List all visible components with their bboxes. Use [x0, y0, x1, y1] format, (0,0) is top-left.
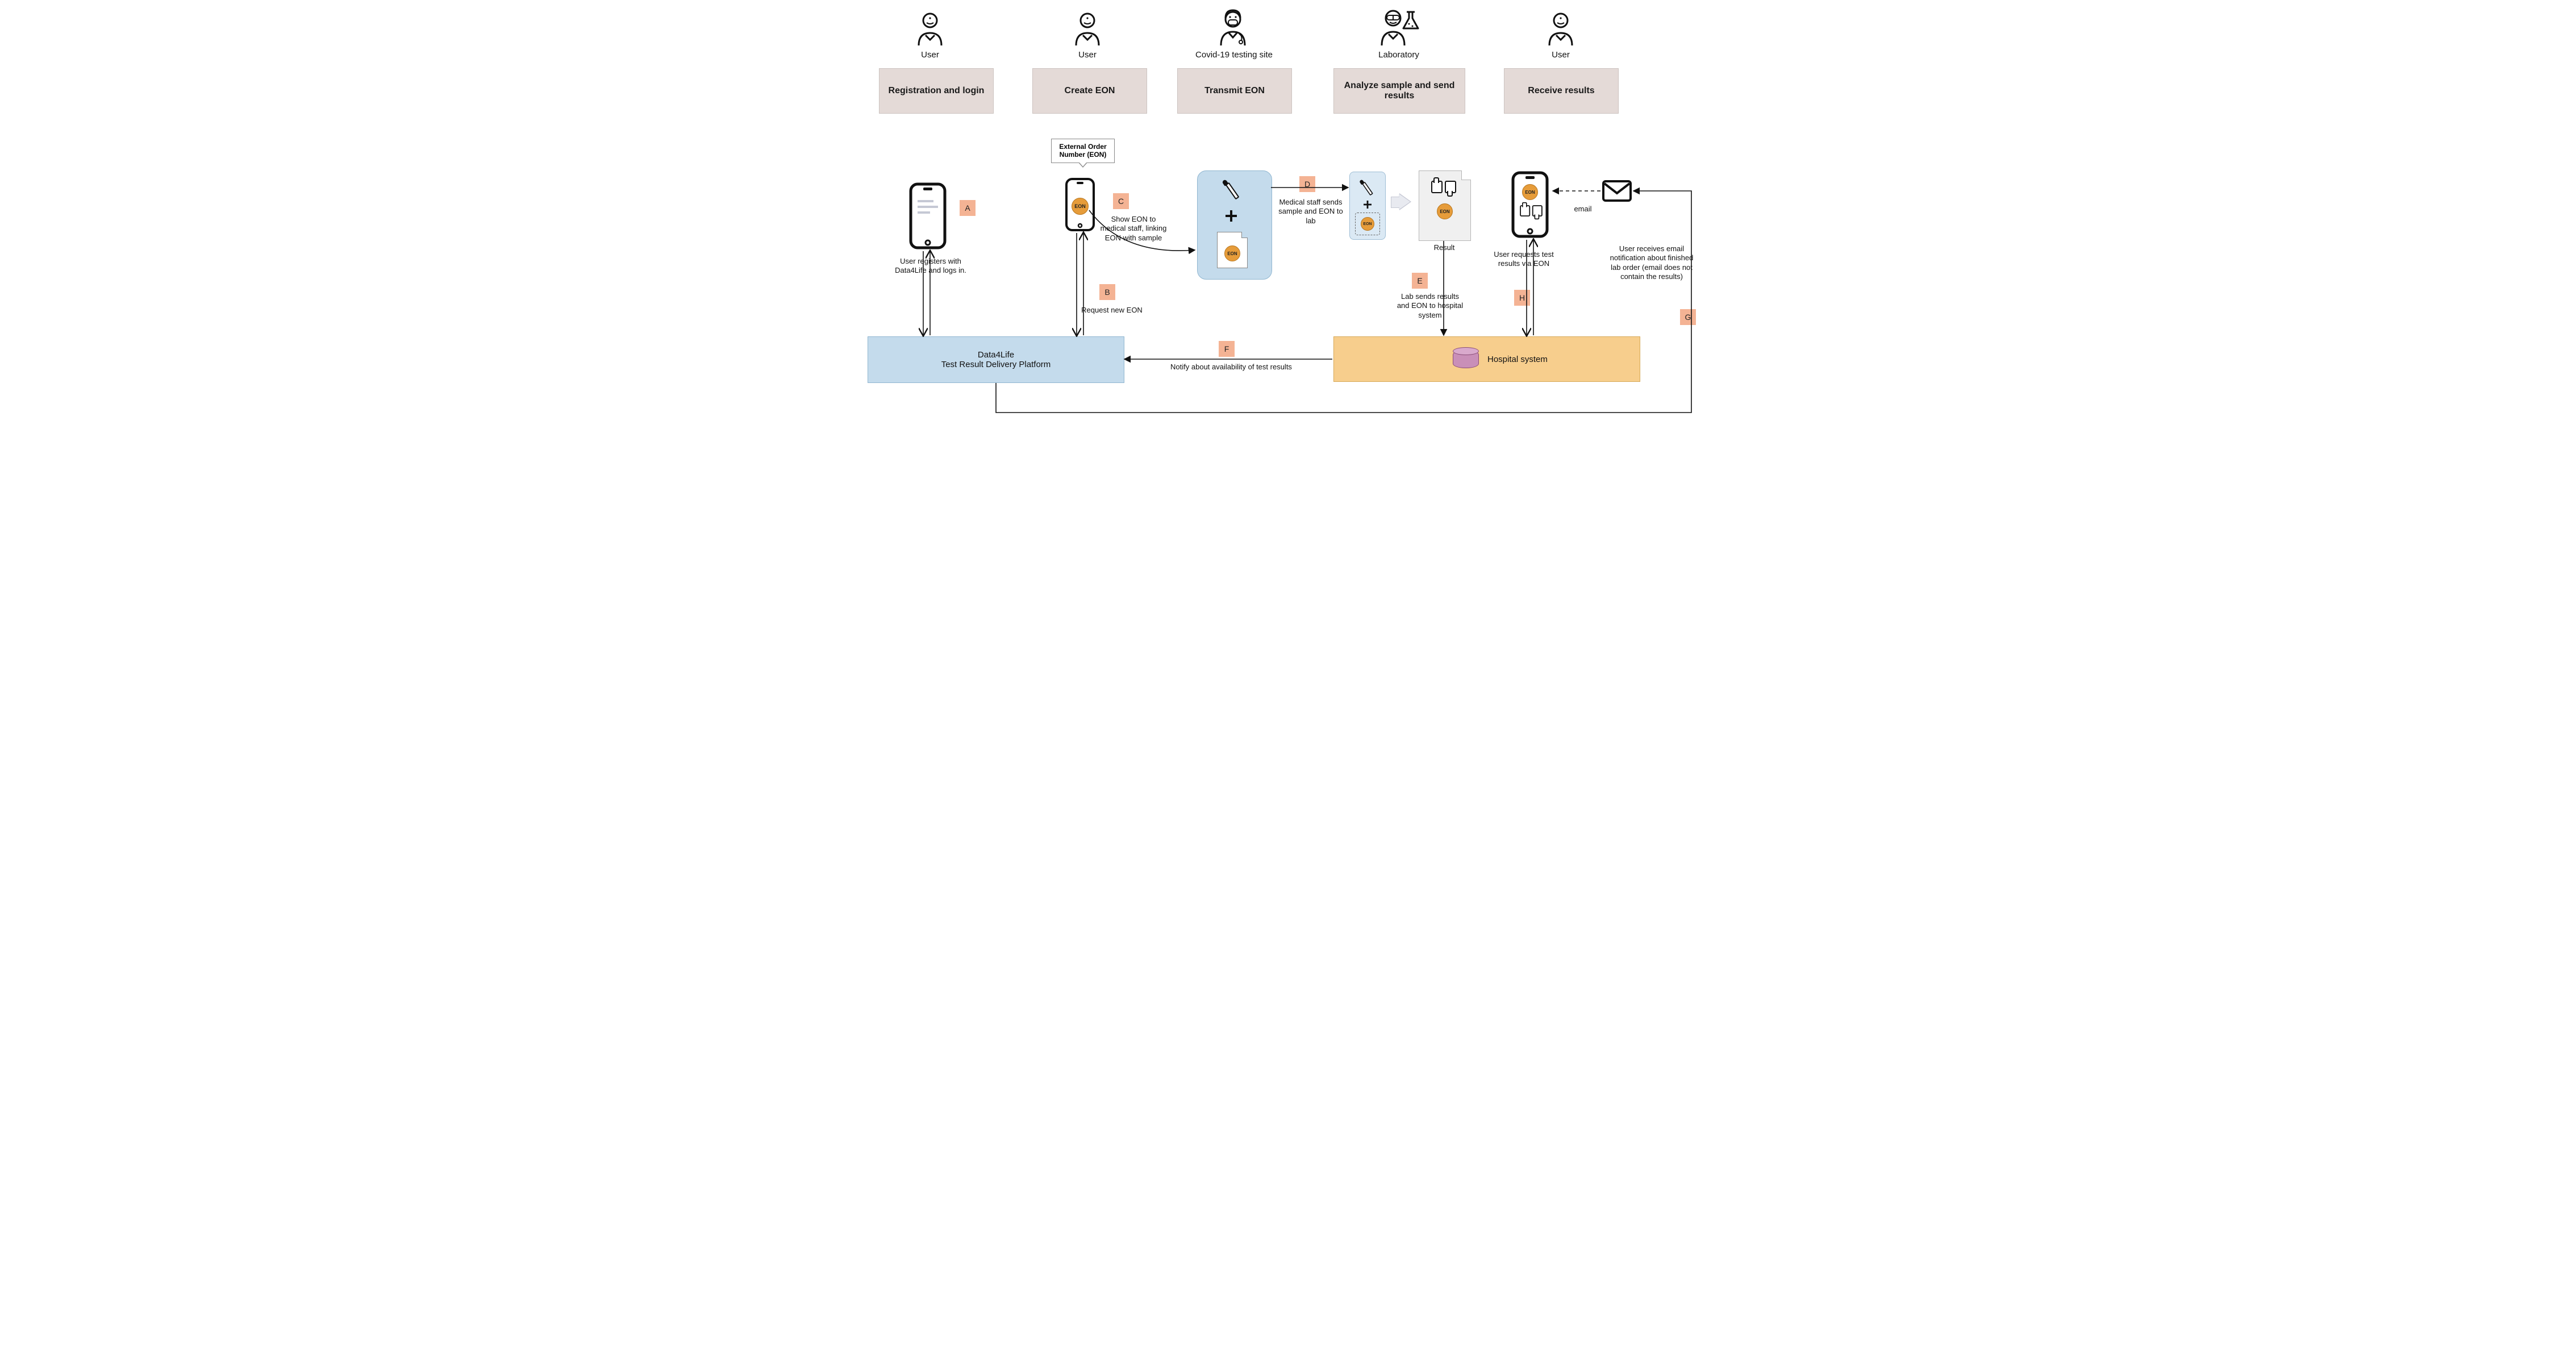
hospital-label: Hospital system — [1487, 355, 1548, 364]
step-text-a: User registers with Data4Life and logs i… — [894, 257, 968, 276]
thumbs-icon-result — [1431, 181, 1456, 193]
actor-lab-icon — [1376, 7, 1420, 47]
step-letter-c: C — [1113, 193, 1129, 209]
step-text-h: User requests test results via EON — [1493, 250, 1555, 269]
actor-user-icon-5 — [1544, 10, 1578, 47]
actor-label-5: User — [1527, 50, 1595, 60]
phase-registration: Registration and login — [879, 68, 994, 114]
step-text-f: Notify about availability of test result… — [1163, 363, 1299, 372]
actor-user-icon-2 — [1070, 10, 1104, 47]
step-letter-d: D — [1299, 176, 1315, 192]
hospital-box: Hospital system — [1333, 336, 1640, 382]
eon-dot-lab: EON — [1361, 217, 1374, 231]
hospital-db-icon — [1453, 350, 1479, 368]
actor-user-icon-1 — [913, 10, 947, 47]
step-letter-a: A — [960, 200, 976, 216]
eon-dot-phone: EON — [1072, 198, 1089, 215]
step-text-g: User receives email notification about f… — [1606, 244, 1697, 281]
actor-label-4: Laboratory — [1362, 50, 1436, 60]
step-letter-b: B — [1099, 284, 1115, 300]
actor-label-3: Covid-19 testing site — [1186, 50, 1282, 60]
eon-dot-doc: EON — [1224, 245, 1240, 261]
thumbs-icon-phone — [1520, 205, 1543, 216]
big-arrow-icon — [1399, 194, 1410, 210]
eon-dot-receive: EON — [1522, 184, 1538, 200]
step-letter-g: G — [1680, 309, 1696, 325]
phase-transmit-eon: Transmit EON — [1177, 68, 1292, 114]
phone-register-icon — [907, 182, 948, 250]
step-text-e: Lab sends results and EON to hospital sy… — [1396, 292, 1464, 320]
eon-callout: External Order Number (EON) — [1051, 139, 1115, 163]
actor-testsite-icon — [1214, 8, 1252, 47]
result-label: Result — [1427, 243, 1461, 252]
actor-label-2: User — [1053, 50, 1122, 60]
diagram-stage: User User Covid-19 testing site Laborato… — [862, 0, 1714, 443]
step-text-c: Show EON to medical staff, linking EON w… — [1099, 215, 1168, 243]
platform-box: Data4Life Test Result Delivery Platform — [868, 336, 1124, 383]
email-label: email — [1569, 205, 1597, 214]
actor-label-1: User — [896, 50, 964, 60]
step-text-b: Request new EON — [1072, 306, 1152, 315]
step-letter-e: E — [1412, 273, 1428, 289]
phase-analyze: Analyze sample and send results — [1333, 68, 1465, 114]
plus-icon-1 — [1226, 210, 1237, 222]
eon-dot-result: EON — [1437, 203, 1453, 219]
phase-create-eon: Create EON — [1032, 68, 1147, 114]
phone-results-icon — [1510, 170, 1550, 239]
email-icon — [1602, 180, 1632, 202]
plus-icon-2 — [1364, 201, 1372, 209]
step-text-d: Medical staff sends sample and EON to la… — [1277, 198, 1345, 226]
phase-receive: Receive results — [1504, 68, 1619, 114]
step-letter-f: F — [1219, 341, 1235, 357]
step-letter-h: H — [1514, 290, 1530, 306]
